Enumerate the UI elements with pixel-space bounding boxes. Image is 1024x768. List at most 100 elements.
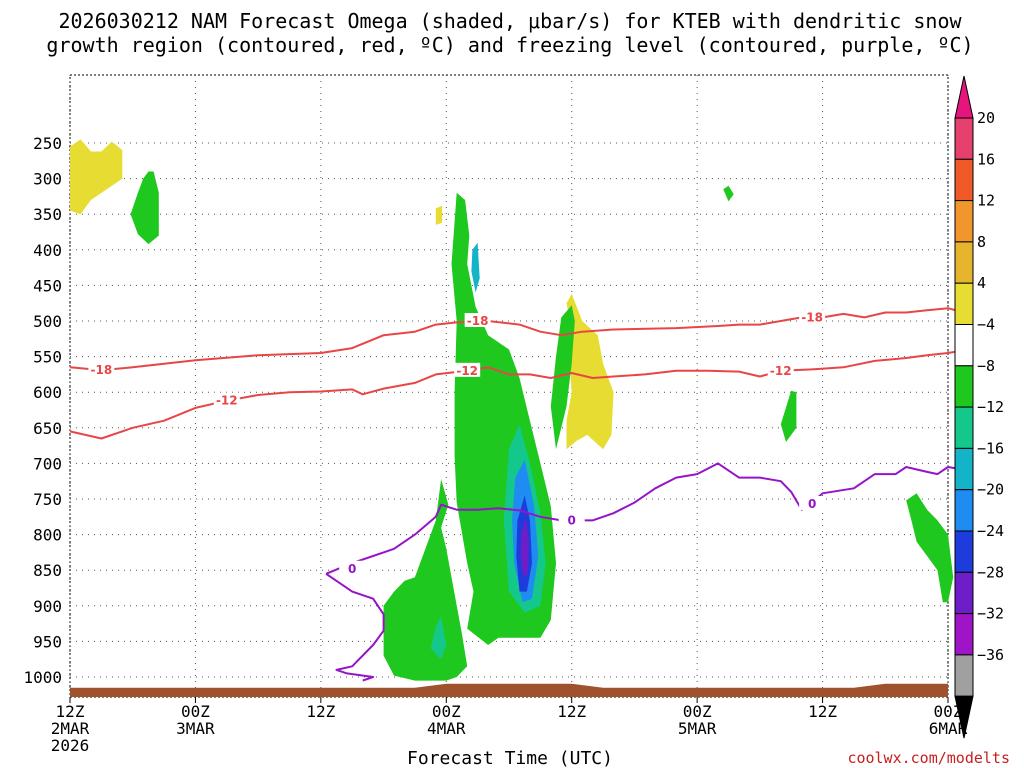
dgz-minus18-label: -18: [91, 363, 113, 377]
colorbar-label: −28: [977, 563, 1004, 581]
dgz-minus18-label-bg: [464, 313, 491, 327]
colorbar-swatch: [954, 200, 974, 243]
y-tick-label: 450: [33, 276, 62, 295]
x-tick-label: 3MAR: [176, 719, 215, 738]
freezing-level-0c-label-bg: [558, 512, 585, 527]
colorbar-label: 4: [977, 274, 986, 292]
y-tick-label: 600: [33, 383, 62, 402]
dgz-minus12-label: -12: [216, 394, 238, 408]
freezing-level-0c-line-lower: [325, 572, 385, 682]
y-tick-label: 700: [33, 454, 62, 473]
chart-title: 2026030212 NAM Forecast Omega (shaded, μ…: [46, 9, 973, 57]
dgz-minus18-line: [69, 307, 970, 372]
x-tick-label: 4MAR: [427, 719, 466, 738]
y-tick-label: 900: [33, 597, 62, 616]
y-tick-label: 350: [33, 205, 62, 224]
colorbar-label: −8: [977, 357, 995, 375]
omega-shading: [70, 139, 954, 681]
terrain: [70, 683, 948, 697]
colorbar-label: −16: [977, 439, 1004, 457]
y-tick-label: 400: [33, 241, 62, 260]
y-tick-label: 850: [33, 561, 62, 580]
plot-area-frame: [69, 74, 949, 698]
colorbar: 20 16 12 8 4 −4 −8 −12 −16 −20 −24 −28 −32 −36: [954, 75, 1004, 739]
x-tick-label: 12Z: [56, 702, 85, 721]
colorbar-swatch: [954, 530, 974, 573]
omega-neg-green-small-r: [780, 390, 797, 442]
y-tick-label: 1000: [23, 668, 62, 687]
colorbar-swatch: [954, 282, 974, 326]
dgz-minus12-label-bg: [767, 362, 794, 377]
colorbar-label: 12: [977, 192, 995, 210]
colorbar-swatch: [954, 613, 974, 656]
freezing-level-0c-line: [325, 462, 970, 575]
y-tick-label: 250: [33, 134, 62, 153]
temperature-contours: -18 -18 -18 -12 -12 -12 0 0 0: [69, 307, 970, 682]
freezing-level-0c-label: 0: [568, 513, 576, 527]
omega-neg-teal-b: [430, 616, 447, 660]
dgz-minus18-label-bg: [88, 362, 115, 377]
y-tick-label: 750: [33, 490, 62, 509]
colorbar-label: 16: [977, 150, 995, 168]
y-tick-label: 550: [33, 348, 62, 367]
colorbar-label: 8: [977, 233, 986, 251]
y-tick-label: 950: [33, 632, 62, 651]
colorbar-label: 20: [977, 109, 995, 127]
freezing-level-0c-label: 0: [348, 562, 356, 576]
x-tick-label: 6MAR: [929, 719, 968, 738]
omega-neg-green-col2: [550, 305, 575, 450]
x-tick-label: 12Z: [557, 702, 586, 721]
y-axis-ticks: 250 300 350 400 450 500 550 600 650 700 750 800 850 9…: [23, 134, 62, 687]
dgz-minus12-label: -12: [770, 364, 792, 378]
colorbar-label: −4: [977, 316, 995, 334]
colorbar-swatch: [954, 117, 974, 160]
colorbar-swatch: [954, 365, 974, 408]
colorbar-top-arrow: [954, 75, 974, 119]
colorbar-swatch: [954, 489, 974, 532]
dgz-minus18-label-bg: [799, 309, 826, 324]
x-axis-label: Forecast Time (UTC): [407, 748, 613, 768]
terrain-fill: [70, 683, 948, 697]
dgz-minus18-label: -18: [467, 314, 489, 328]
colorbar-swatch: [954, 324, 974, 367]
y-tick-label: 800: [33, 526, 62, 545]
omega-neg-green-tiny: [723, 185, 734, 202]
chart-title-line-2: growth region (contoured, red, ºC) and f…: [46, 33, 973, 57]
x-tick-label: 00Z: [683, 702, 712, 721]
omega-neg-purple: [520, 516, 529, 578]
dgz-minus18-label: -18: [801, 310, 823, 324]
colorbar-swatch: [954, 406, 974, 449]
omega-neg-green-low: [383, 479, 468, 681]
x-tick-label: 00Z: [181, 702, 210, 721]
colorbar-swatch: [954, 571, 974, 615]
colorbar-label: −12: [977, 398, 1004, 416]
freezing-level-0c-label-bg: [339, 560, 366, 575]
x-tick-label: 00Z: [934, 702, 963, 721]
x-tick-label: 2026: [51, 736, 90, 755]
colorbar-label: −32: [977, 605, 1004, 623]
y-tick-label: 300: [33, 170, 62, 189]
colorbar-swatch: [954, 158, 974, 202]
omega-neg-green-ul: [130, 171, 159, 245]
chart-title-line-1: 2026030212 NAM Forecast Omega (shaded, μ…: [58, 9, 962, 33]
colorbar-bottom-arrow: [954, 695, 974, 739]
dgz-minus12-label: -12: [456, 364, 478, 378]
x-tick-label: 5MAR: [678, 719, 717, 738]
y-tick-label: 650: [33, 419, 62, 438]
omega-neg-green-right: [906, 493, 954, 603]
freezing-level-0c-label: 0: [808, 497, 816, 511]
dgz-minus12-label-bg: [213, 392, 240, 407]
x-tick-label: 12Z: [808, 702, 837, 721]
omega-pos-yellow-ul: [70, 139, 123, 215]
colorbar-label: −36: [977, 646, 1004, 664]
colorbar-swatch: [954, 654, 974, 697]
x-tick-label: 00Z: [432, 702, 461, 721]
freezing-level-0c-label-bg: [799, 495, 826, 510]
colorbar-label: −20: [977, 481, 1004, 499]
dgz-minus12-label-bg: [454, 362, 481, 377]
colorbar-swatch: [954, 447, 974, 491]
credit-text: coolwx.com/modelts: [847, 749, 1010, 767]
omega-pos-yellow-spike: [435, 205, 443, 225]
